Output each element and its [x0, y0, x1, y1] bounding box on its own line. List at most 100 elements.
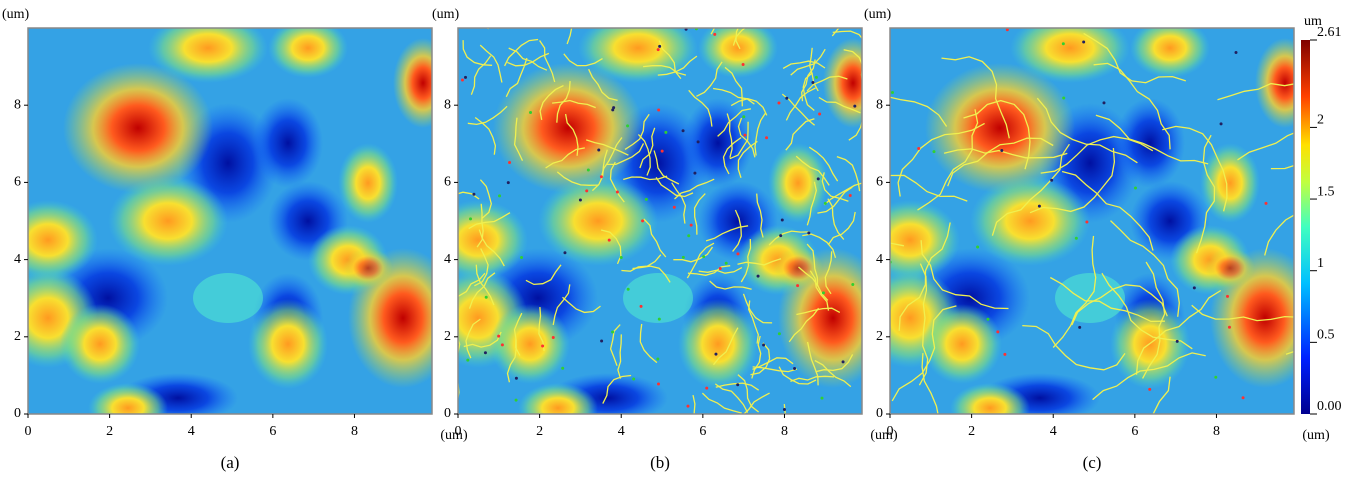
x-tick-label: 4 — [188, 424, 195, 439]
y-tick-label: 6 — [14, 175, 21, 190]
peak-dot — [757, 275, 760, 278]
peak-dot — [501, 343, 504, 346]
colorbar-label: 2.61 — [1317, 25, 1342, 40]
peak-dot — [783, 408, 786, 411]
peak-dot — [824, 202, 827, 205]
peak-dot — [1265, 202, 1268, 205]
x-tick-label: 8 — [351, 424, 358, 439]
peak-dot — [616, 191, 619, 194]
peak-dot — [612, 106, 615, 109]
y-unit: (um) — [864, 7, 892, 22]
peak-dot — [664, 131, 667, 134]
peak-dot — [822, 291, 825, 294]
peak-dot — [658, 45, 661, 48]
y-tick-label: 8 — [444, 97, 451, 112]
caption: (c) — [1083, 453, 1102, 472]
peak-dot — [561, 367, 564, 370]
peak-dot — [996, 330, 999, 333]
peak-dot — [529, 111, 532, 114]
peak-dot — [725, 262, 728, 265]
peak-dot — [778, 332, 781, 335]
surface — [860, 13, 1320, 433]
peak-dot — [736, 383, 739, 386]
peak-dot — [686, 405, 689, 408]
peak-dot — [1226, 295, 1229, 298]
x-tick-label: 2 — [968, 424, 975, 439]
peak-dot — [597, 148, 600, 151]
peak-dot — [891, 91, 894, 94]
peak-dot — [600, 175, 603, 178]
peak-dot — [1228, 326, 1231, 329]
peak-dot — [585, 189, 588, 192]
x-tick-label: 4 — [618, 424, 625, 439]
peak-dot — [552, 336, 555, 339]
peak-dot — [742, 115, 745, 118]
peak-dot — [472, 193, 475, 196]
y-tick-label: 4 — [876, 252, 883, 267]
y-tick-label: 8 — [14, 97, 21, 112]
peak-dot — [820, 397, 823, 400]
peak-dot — [1062, 42, 1065, 45]
peak-dot — [641, 219, 644, 222]
peak-dot — [1085, 221, 1088, 224]
peak-dot — [627, 288, 630, 291]
colorbar-label: 1 — [1317, 256, 1324, 271]
peak-dot — [1176, 340, 1179, 343]
peak-dot — [693, 172, 696, 175]
peak-dot — [736, 252, 739, 255]
peak-dot — [600, 340, 603, 343]
peak-dot — [469, 217, 472, 220]
x-tick-label: 0 — [455, 424, 462, 439]
peak-dot — [932, 150, 935, 153]
panel: 0246802468(um)(um)(a) — [0, 7, 468, 472]
peak-dot — [781, 219, 784, 222]
y-tick-label: 2 — [14, 329, 21, 344]
peak-dot — [986, 318, 989, 321]
y-tick-label: 6 — [876, 175, 883, 190]
peak-dot — [807, 231, 810, 234]
peak-dot — [657, 382, 660, 385]
peak-dot — [1000, 149, 1003, 152]
peak-dot — [1214, 376, 1217, 379]
peak-dot — [743, 134, 746, 137]
x-tick-label: 8 — [1213, 424, 1220, 439]
peak-dot — [851, 283, 854, 286]
x-tick-label: 0 — [887, 424, 894, 439]
peak-dot — [466, 359, 469, 362]
peak-dot — [608, 239, 611, 242]
peak-dot — [713, 33, 716, 36]
peak-dot — [818, 113, 821, 116]
x-tick-label: 2 — [106, 424, 113, 439]
x-tick-label: 0 — [25, 424, 32, 439]
peak-dot — [520, 256, 523, 259]
y-tick-label: 4 — [14, 252, 21, 267]
peak-dot — [626, 124, 629, 127]
colorbar-bar — [1301, 40, 1310, 414]
peak-dot — [719, 267, 722, 270]
height-map — [794, 13, 1364, 472]
caption: (b) — [650, 453, 670, 472]
peak-dot — [508, 161, 511, 164]
peak-dot — [779, 234, 782, 237]
peak-dot — [1062, 97, 1065, 100]
x-tick-label: 6 — [699, 424, 706, 439]
peak-dot — [817, 177, 820, 180]
peak-dot — [702, 255, 705, 258]
peak-dot — [815, 76, 818, 79]
peak-dot — [464, 76, 467, 79]
peak-dot — [1134, 186, 1137, 189]
y-unit: (um) — [432, 7, 460, 22]
surface — [428, 13, 888, 433]
x-tick-label: 6 — [1131, 424, 1138, 439]
peak-dot — [714, 353, 717, 356]
peak-dot — [658, 318, 661, 321]
peak-dot — [853, 105, 856, 108]
y-tick-label: 0 — [444, 406, 451, 421]
peak-dot — [657, 108, 660, 111]
x-tick-label: 8 — [781, 424, 788, 439]
colorbar-label: 2 — [1317, 113, 1324, 128]
peak-dot — [515, 399, 518, 402]
caption: (a) — [221, 453, 240, 472]
peak-dot — [497, 335, 500, 338]
